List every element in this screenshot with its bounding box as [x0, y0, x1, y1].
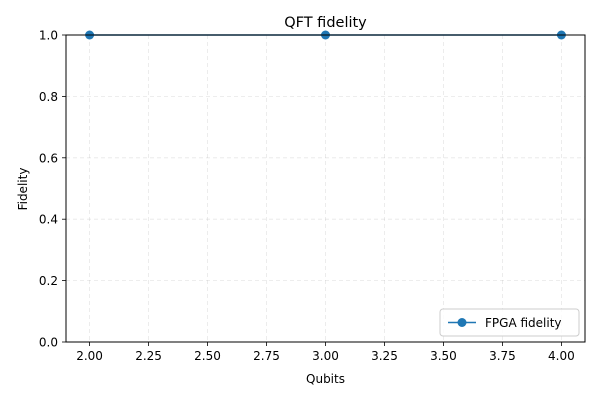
x-tick-label: 3.00 [312, 349, 339, 363]
y-tick-label: 0.6 [39, 151, 58, 165]
y-tick-label: 0.8 [39, 90, 58, 104]
x-tick-label: 2.50 [194, 349, 221, 363]
y-tick-label: 0.0 [39, 336, 58, 350]
x-tick-label: 3.25 [371, 349, 398, 363]
x-axis-label: Qubits [306, 372, 345, 386]
x-tick-label: 3.75 [489, 349, 516, 363]
y-tick-label: 1.0 [39, 29, 58, 43]
x-tick-label: 4.00 [548, 349, 575, 363]
x-tick-label: 3.50 [430, 349, 457, 363]
y-tick-label: 0.4 [39, 213, 58, 227]
x-tick-label: 2.75 [253, 349, 280, 363]
chart-title: QFT fidelity [284, 15, 367, 31]
legend-box [439, 308, 580, 337]
legend-marker [457, 318, 467, 327]
axes: 2.00 2.25 2.50 2.75 3.00 3.25 3.50 3.75 4.00 0.0 0… [39, 29, 586, 363]
y-tick-label: 0.2 [39, 274, 58, 288]
y-axis-label: Fidelity [16, 168, 30, 211]
legend-label: FPGA fidelity [485, 316, 562, 330]
legend: FPGA fidelity [439, 308, 580, 337]
x-tick-label: 2.00 [76, 349, 103, 363]
x-tick-label: 2.25 [135, 349, 162, 363]
